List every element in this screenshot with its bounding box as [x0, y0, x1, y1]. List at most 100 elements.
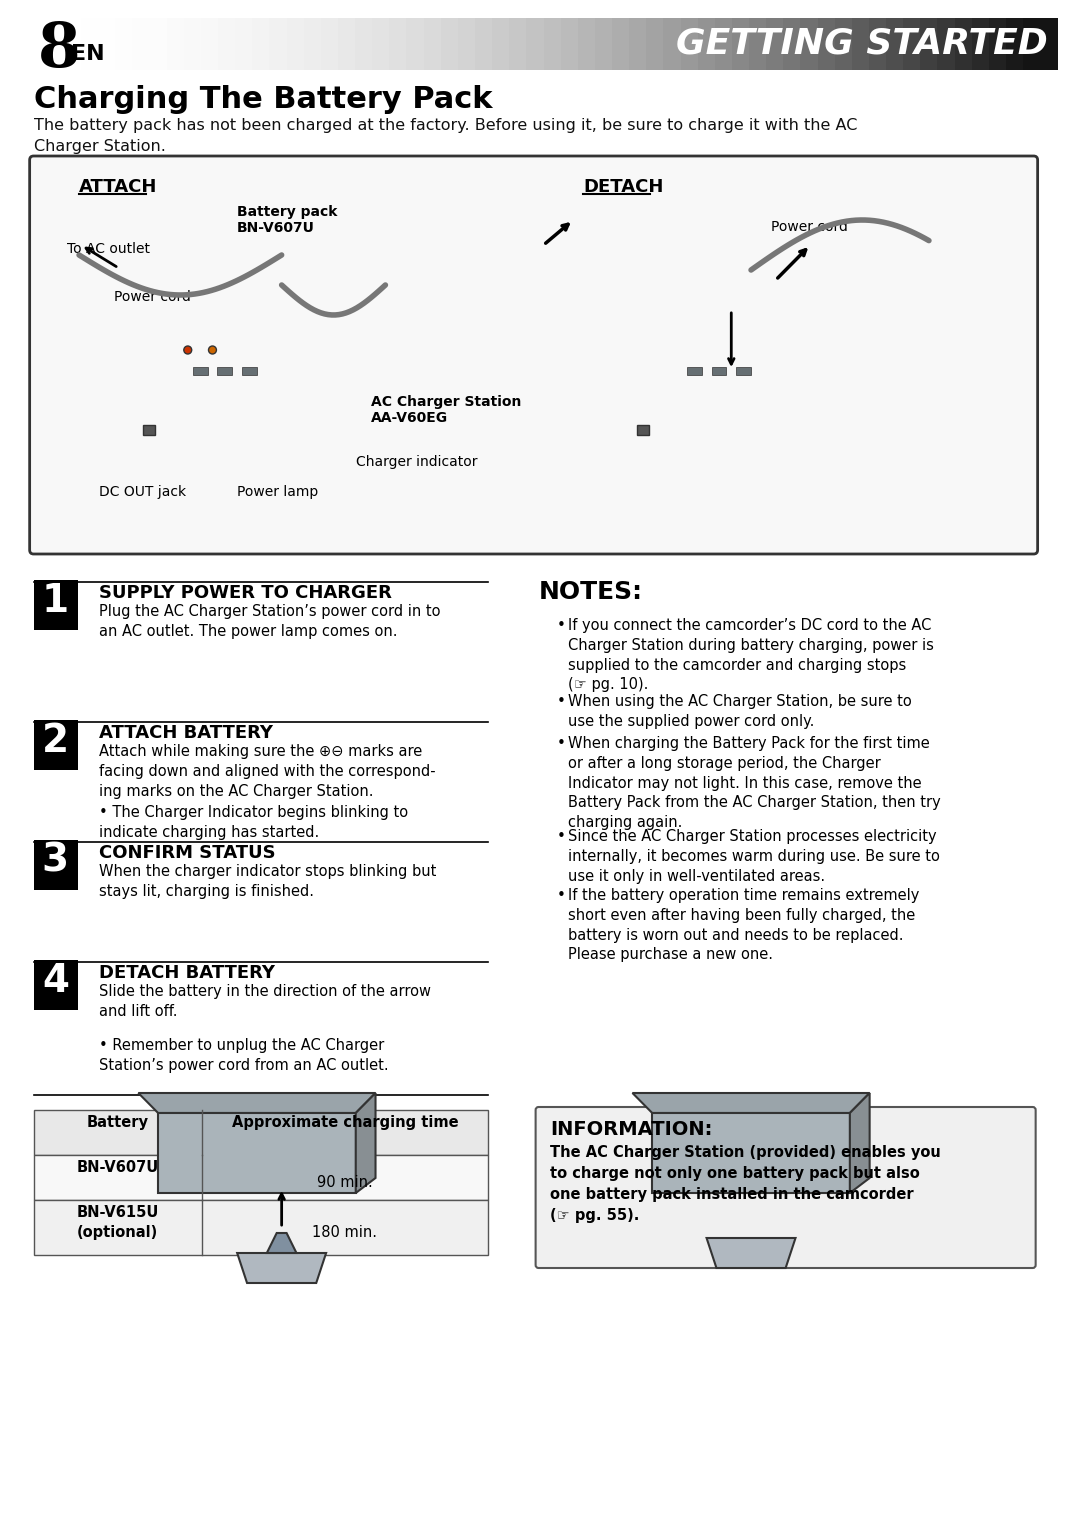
Text: ATTACH: ATTACH: [79, 178, 158, 196]
Bar: [338, 18, 356, 71]
Text: •: •: [556, 736, 565, 751]
Bar: [578, 18, 596, 71]
FancyBboxPatch shape: [536, 1107, 1036, 1268]
Bar: [33, 1110, 488, 1154]
Bar: [33, 721, 78, 770]
Bar: [217, 366, 232, 376]
Bar: [286, 18, 305, 71]
Bar: [783, 18, 801, 71]
Bar: [144, 425, 156, 435]
Circle shape: [184, 346, 192, 354]
Bar: [737, 366, 751, 376]
Bar: [303, 18, 322, 71]
Bar: [458, 18, 476, 71]
Text: Attach while making sure the ⊕⊖ marks are
facing down and aligned with the corre: Attach while making sure the ⊕⊖ marks ar…: [99, 744, 435, 799]
Polygon shape: [267, 1233, 297, 1252]
Bar: [663, 18, 681, 71]
Bar: [680, 18, 699, 71]
Bar: [526, 18, 544, 71]
Text: GETTING STARTED: GETTING STARTED: [676, 26, 1048, 60]
Text: 180 min.: 180 min.: [312, 1225, 377, 1240]
Text: DETACH BATTERY: DETACH BATTERY: [99, 964, 274, 983]
Text: BN-V615U
(optional): BN-V615U (optional): [77, 1205, 159, 1240]
Text: •: •: [556, 618, 565, 633]
Text: If you connect the camcorder’s DC cord to the AC
Charger Station during battery : If you connect the camcorder’s DC cord t…: [568, 618, 934, 693]
Bar: [235, 18, 254, 71]
Text: •: •: [556, 888, 565, 903]
Polygon shape: [850, 1093, 869, 1193]
Bar: [1023, 18, 1041, 71]
Polygon shape: [138, 1093, 376, 1113]
Bar: [886, 18, 904, 71]
Text: Charger indicator: Charger indicator: [355, 455, 477, 469]
FancyBboxPatch shape: [29, 156, 1038, 553]
Text: When charging the Battery Pack for the first time
or after a long storage period: When charging the Battery Pack for the f…: [568, 736, 941, 831]
Bar: [750, 18, 767, 71]
Bar: [201, 18, 219, 71]
Bar: [242, 366, 257, 376]
Bar: [543, 18, 562, 71]
Bar: [149, 18, 167, 71]
Text: To AC outlet: To AC outlet: [67, 242, 150, 256]
Bar: [612, 18, 630, 71]
Bar: [646, 18, 664, 71]
Text: 90 min.: 90 min.: [318, 1174, 373, 1190]
Text: •: •: [556, 694, 565, 708]
Bar: [184, 18, 202, 71]
Bar: [972, 18, 990, 71]
Bar: [989, 18, 1007, 71]
Polygon shape: [706, 1239, 796, 1268]
Text: 2: 2: [42, 722, 69, 760]
Bar: [29, 18, 48, 71]
Bar: [937, 18, 956, 71]
Text: 8: 8: [38, 20, 80, 80]
Bar: [766, 18, 784, 71]
Text: Plug the AC Charger Station’s power cord in to
an AC outlet. The power lamp come: Plug the AC Charger Station’s power cord…: [99, 604, 441, 639]
Bar: [561, 18, 579, 71]
Bar: [687, 366, 702, 376]
Bar: [373, 18, 390, 71]
Bar: [33, 840, 78, 891]
Bar: [715, 18, 733, 71]
Bar: [269, 18, 287, 71]
Polygon shape: [355, 1093, 376, 1193]
Bar: [869, 18, 887, 71]
Bar: [406, 18, 424, 71]
Bar: [698, 18, 716, 71]
Circle shape: [208, 346, 216, 354]
Bar: [1005, 18, 1024, 71]
Text: CONFIRM STATUS: CONFIRM STATUS: [99, 845, 275, 862]
Bar: [33, 960, 78, 1010]
Bar: [355, 18, 374, 71]
Text: When the charger indicator stops blinking but
stays lit, charging is finished.: When the charger indicator stops blinkin…: [99, 865, 436, 898]
Text: When using the AC Charger Station, be sure to
use the supplied power cord only.: When using the AC Charger Station, be su…: [568, 694, 912, 728]
Bar: [630, 18, 647, 71]
Bar: [33, 579, 78, 630]
Bar: [732, 18, 750, 71]
Text: The battery pack has not been charged at the factory. Before using it, be sure t: The battery pack has not been charged at…: [33, 118, 856, 153]
Text: Since the AC Charger Station processes electricity
internally, it becomes warm d: Since the AC Charger Station processes e…: [568, 829, 940, 883]
Bar: [81, 18, 99, 71]
Bar: [441, 18, 459, 71]
Text: DC OUT jack: DC OUT jack: [99, 484, 186, 500]
Text: 3: 3: [42, 842, 69, 880]
Bar: [903, 18, 921, 71]
Bar: [800, 18, 819, 71]
Bar: [64, 18, 82, 71]
Text: • The Charger Indicator begins blinking to
indicate charging has started.: • The Charger Indicator begins blinking …: [99, 805, 408, 840]
Bar: [920, 18, 939, 71]
Text: DETACH: DETACH: [583, 178, 663, 196]
Bar: [818, 18, 836, 71]
Bar: [192, 366, 207, 376]
Text: Battery pack
BN-V607U: Battery pack BN-V607U: [238, 205, 338, 235]
Bar: [33, 1200, 488, 1256]
Bar: [510, 18, 527, 71]
Bar: [33, 1154, 488, 1200]
Bar: [390, 18, 407, 71]
Bar: [637, 425, 649, 435]
Bar: [475, 18, 494, 71]
Text: If the battery operation time remains extremely
short even after having been ful: If the battery operation time remains ex…: [568, 888, 919, 963]
Bar: [116, 18, 134, 71]
Bar: [595, 18, 613, 71]
Text: AC Charger Station
AA-V60EG: AC Charger Station AA-V60EG: [370, 396, 521, 425]
